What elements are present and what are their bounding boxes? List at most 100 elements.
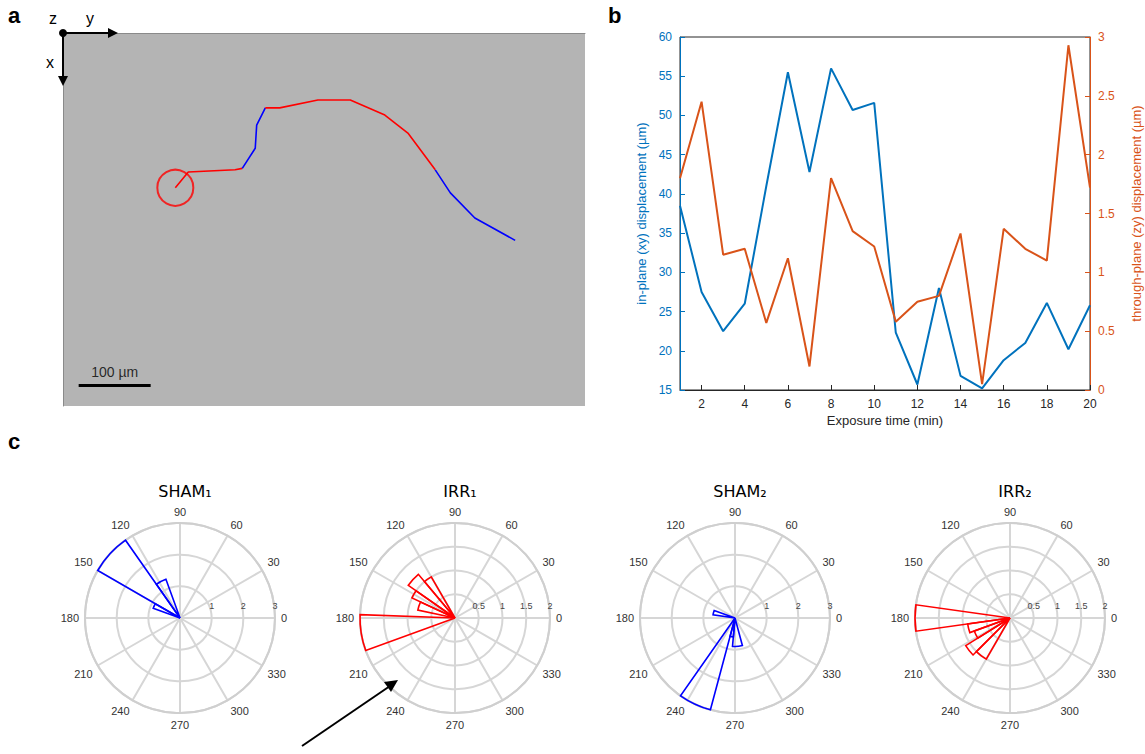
svg-text:IRR₂: IRR₂	[998, 482, 1031, 501]
svg-text:3: 3	[827, 601, 832, 611]
svg-text:3: 3	[272, 601, 277, 611]
svg-text:180: 180	[616, 612, 634, 624]
svg-text:300: 300	[1061, 705, 1079, 717]
svg-text:SHAM₂: SHAM₂	[713, 482, 766, 501]
svg-text:6: 6	[785, 397, 792, 411]
svg-text:330: 330	[542, 668, 560, 680]
svg-text:c: c	[8, 429, 20, 454]
svg-text:25: 25	[659, 305, 673, 319]
svg-text:60: 60	[231, 519, 243, 531]
svg-text:1: 1	[1098, 265, 1105, 279]
svg-text:1: 1	[209, 601, 214, 611]
svg-text:330: 330	[822, 668, 840, 680]
svg-text:1.5: 1.5	[1098, 207, 1115, 221]
svg-text:60: 60	[659, 30, 673, 44]
svg-text:12: 12	[911, 397, 925, 411]
svg-text:180: 180	[61, 612, 79, 624]
svg-text:20: 20	[659, 344, 673, 358]
svg-text:30: 30	[822, 556, 834, 568]
svg-text:2: 2	[1102, 601, 1107, 611]
svg-text:0: 0	[556, 612, 562, 624]
svg-text:300: 300	[231, 705, 249, 717]
svg-text:150: 150	[349, 556, 367, 568]
svg-text:30: 30	[1097, 556, 1109, 568]
svg-text:90: 90	[729, 506, 741, 518]
svg-text:0.5: 0.5	[1027, 601, 1040, 611]
svg-text:0.5: 0.5	[472, 601, 485, 611]
svg-text:2: 2	[1098, 148, 1105, 162]
svg-text:120: 120	[666, 519, 684, 531]
svg-text:IRR₁: IRR₁	[443, 482, 476, 501]
svg-text:through-plane (zy) displacemen: through-plane (zy) displacement (µm)	[1129, 105, 1144, 321]
svg-text:270: 270	[1001, 719, 1019, 731]
svg-text:18: 18	[1040, 397, 1054, 411]
svg-text:15: 15	[659, 383, 673, 397]
svg-text:90: 90	[174, 506, 186, 518]
svg-text:120: 120	[941, 519, 959, 531]
svg-text:240: 240	[386, 705, 404, 717]
svg-text:14: 14	[954, 397, 968, 411]
svg-text:4: 4	[741, 397, 748, 411]
svg-text:2: 2	[698, 397, 705, 411]
svg-text:1: 1	[1055, 601, 1060, 611]
svg-text:210: 210	[904, 668, 922, 680]
svg-text:1.5: 1.5	[1075, 601, 1088, 611]
svg-text:SHAM₁: SHAM₁	[158, 482, 211, 501]
svg-text:0: 0	[836, 612, 842, 624]
svg-text:in-plane (xy) displacement (µm: in-plane (xy) displacement (µm)	[634, 122, 649, 304]
svg-text:1.5: 1.5	[520, 601, 533, 611]
svg-text:10: 10	[868, 397, 882, 411]
svg-text:60: 60	[506, 519, 518, 531]
svg-text:35: 35	[659, 226, 673, 240]
svg-text:y: y	[86, 10, 94, 27]
svg-text:2.5: 2.5	[1098, 89, 1115, 103]
svg-text:150: 150	[629, 556, 647, 568]
svg-text:30: 30	[659, 265, 673, 279]
svg-text:45: 45	[659, 148, 673, 162]
svg-text:150: 150	[904, 556, 922, 568]
svg-text:2: 2	[547, 601, 552, 611]
svg-text:330: 330	[1097, 668, 1115, 680]
svg-text:270: 270	[446, 719, 464, 731]
svg-text:240: 240	[666, 705, 684, 717]
svg-text:180: 180	[336, 612, 354, 624]
svg-text:50: 50	[659, 108, 673, 122]
svg-text:210: 210	[629, 668, 647, 680]
svg-text:270: 270	[171, 719, 189, 731]
svg-text:120: 120	[111, 519, 129, 531]
svg-text:1: 1	[500, 601, 505, 611]
svg-text:1: 1	[764, 601, 769, 611]
svg-text:16: 16	[997, 397, 1011, 411]
svg-text:2: 2	[241, 601, 246, 611]
svg-text:0: 0	[281, 612, 287, 624]
svg-text:2: 2	[796, 601, 801, 611]
svg-text:240: 240	[941, 705, 959, 717]
svg-text:Exposure time (min): Exposure time (min)	[827, 413, 943, 428]
svg-text:270: 270	[726, 719, 744, 731]
svg-text:180: 180	[891, 612, 909, 624]
svg-text:0: 0	[1098, 383, 1105, 397]
svg-text:20: 20	[1083, 397, 1097, 411]
svg-text:90: 90	[1004, 506, 1016, 518]
svg-text:60: 60	[786, 519, 798, 531]
svg-text:a: a	[8, 3, 21, 28]
svg-text:3: 3	[1098, 30, 1105, 44]
svg-text:30: 30	[542, 556, 554, 568]
svg-text:210: 210	[74, 668, 92, 680]
svg-text:300: 300	[506, 705, 524, 717]
svg-text:150: 150	[74, 556, 92, 568]
svg-text:100 µm: 100 µm	[91, 364, 138, 380]
svg-text:b: b	[608, 3, 621, 28]
svg-text:0: 0	[1111, 612, 1117, 624]
svg-text:240: 240	[111, 705, 129, 717]
svg-text:8: 8	[828, 397, 835, 411]
svg-text:30: 30	[267, 556, 279, 568]
svg-text:60: 60	[1061, 519, 1073, 531]
svg-text:210: 210	[349, 668, 367, 680]
svg-text:40: 40	[659, 187, 673, 201]
svg-text:x: x	[46, 54, 54, 71]
svg-text:330: 330	[267, 668, 285, 680]
svg-text:0.5: 0.5	[1098, 324, 1115, 338]
svg-text:55: 55	[659, 69, 673, 83]
svg-text:300: 300	[786, 705, 804, 717]
